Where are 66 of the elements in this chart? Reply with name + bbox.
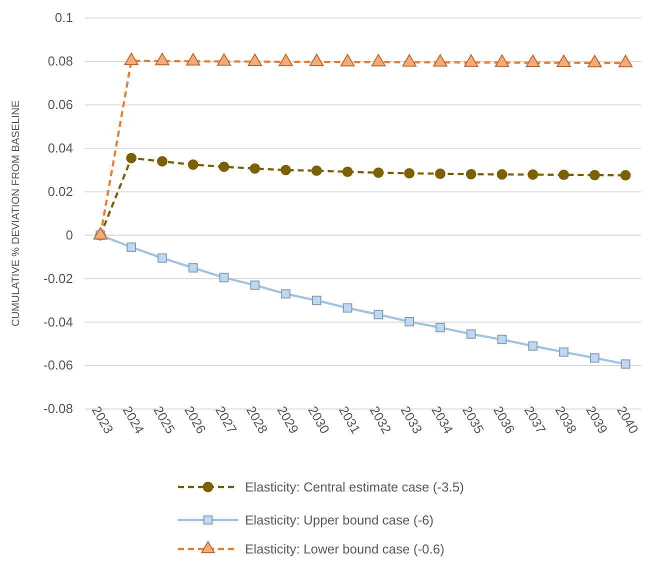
y-tick-label: -0.06 — [43, 358, 73, 373]
point — [590, 353, 600, 363]
point — [157, 156, 168, 167]
point — [310, 54, 324, 66]
point — [528, 341, 538, 351]
point — [278, 54, 293, 66]
point — [124, 52, 138, 66]
y-tick-label: -0.02 — [43, 270, 73, 286]
point — [280, 164, 291, 176]
point — [373, 167, 384, 178]
point — [497, 334, 507, 344]
point — [402, 54, 416, 67]
point — [466, 329, 476, 339]
point — [589, 170, 600, 180]
point — [494, 54, 510, 67]
point — [620, 359, 630, 369]
y-tick-label: -0.08 — [43, 401, 73, 416]
y-tick-label: 0.02 — [48, 184, 73, 199]
point — [342, 166, 353, 178]
point — [250, 280, 260, 290]
y-tick-label: 0 — [66, 227, 73, 242]
point — [186, 53, 200, 66]
point — [281, 289, 290, 299]
point — [496, 169, 508, 180]
point — [312, 296, 322, 306]
point — [126, 152, 137, 164]
point — [126, 242, 136, 252]
point — [404, 168, 415, 179]
y-tick-label: -0.04 — [43, 314, 73, 330]
point — [155, 52, 170, 66]
legend-label: Elasticity: Lower bound case (-0.6) — [245, 542, 444, 556]
point — [433, 54, 448, 67]
point — [618, 54, 633, 68]
point — [250, 163, 260, 174]
point — [371, 54, 386, 66]
y-tick-label: 0.04 — [48, 140, 73, 156]
point — [528, 169, 538, 180]
point — [374, 310, 384, 320]
point — [435, 168, 446, 179]
point — [248, 54, 262, 66]
point — [404, 316, 414, 326]
legend-label: Elasticity: Upper bound case (-6) — [245, 512, 434, 528]
point — [464, 54, 478, 67]
y-tick-label: 0.1 — [54, 10, 73, 26]
point — [93, 227, 108, 240]
point — [559, 347, 568, 357]
y-tick-label: 0.08 — [48, 54, 73, 69]
point — [466, 168, 476, 180]
point — [218, 162, 230, 172]
point — [311, 165, 322, 176]
point — [436, 322, 445, 332]
y-tick-label: 0.06 — [48, 97, 73, 112]
point — [216, 53, 232, 66]
point — [526, 54, 540, 68]
point — [340, 54, 355, 66]
point — [558, 170, 569, 180]
point — [219, 272, 229, 282]
point — [588, 54, 602, 68]
legend-label: Elasticity: Central estimate case (-3.5) — [245, 480, 464, 494]
point — [556, 54, 571, 68]
y-axis-title: CUMULATIVE % DEVIATION FROM BASELINE — [10, 100, 22, 326]
point — [620, 170, 631, 180]
point — [158, 253, 167, 263]
point — [188, 159, 198, 170]
point — [188, 263, 198, 272]
point — [342, 303, 352, 313]
